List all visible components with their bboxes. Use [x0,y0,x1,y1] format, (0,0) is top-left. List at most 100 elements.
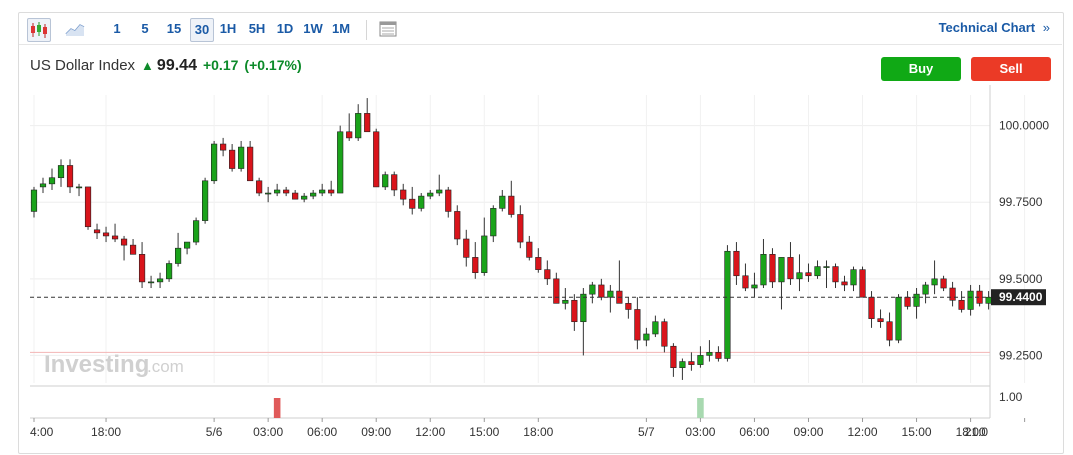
candle [814,260,821,279]
candle-body [165,263,173,280]
candle-body [30,189,38,212]
candles [30,98,992,380]
candle [796,254,803,292]
candle [328,180,335,197]
candle-body [949,287,956,301]
candle [688,352,695,371]
candlestick-icon[interactable] [27,18,51,42]
area-chart-icon[interactable] [64,18,86,40]
candle [517,205,524,249]
candle [283,186,290,197]
candle-body [66,165,74,188]
watermark: Investing .com [44,351,184,378]
candle-body [409,198,416,209]
x-tick-label: 06:00 [307,425,337,439]
candle-body [202,180,209,221]
candle-body [931,278,938,286]
candle [535,248,542,273]
candle-body [661,321,668,347]
interval-1[interactable]: 1 [113,21,121,36]
x-axis: 4:00 18:00 5/6 03:00 06:00 09:00 12:00 15:00 18:… [30,418,1026,439]
y-tick-label: 99.5000 [999,272,1043,286]
candle-body [75,186,83,189]
candle-body [724,250,731,359]
interval-5[interactable]: 5 [141,21,149,36]
interval-1h[interactable]: 1H [219,21,237,36]
candle-body [634,309,641,341]
y-tick-label: 100.0000 [999,119,1049,133]
candle [454,205,461,246]
candle [247,140,254,182]
candle-body [580,293,587,323]
candle [868,291,875,328]
interval-1w[interactable]: 1W [303,21,323,36]
candle-body [886,321,893,341]
candle-body [715,352,722,359]
candle [138,242,146,289]
candle-body [256,180,263,194]
candle-body [156,278,164,283]
candle [57,159,65,187]
technical-chart-link[interactable]: Technical Chart » [939,20,1050,35]
candle [445,186,452,218]
candle-body [48,177,56,185]
candle-body [111,235,119,240]
x-tick-label: 12:00 [415,425,445,439]
candle-body [463,238,470,258]
candle [670,343,677,377]
candle-body [292,192,299,200]
candle [391,171,398,197]
candle [724,245,731,362]
header-divider [19,44,1062,45]
candle [904,291,911,310]
candle-body [355,113,362,139]
candle-body [265,192,272,195]
candle-body [670,345,677,368]
candle [553,272,560,304]
candle [922,281,929,304]
interval-5h[interactable]: 5H [248,21,266,36]
candle-body [364,113,371,133]
candle-body [841,281,848,286]
interval-1m[interactable]: 1M [331,21,351,36]
candle [193,217,200,246]
interval-30[interactable]: 30 [190,18,214,42]
candle-body [229,149,236,169]
candle [184,241,191,255]
candle [949,281,956,307]
sell-button[interactable]: Sell [971,57,1051,81]
candle [301,193,308,203]
candle [211,140,218,184]
candle [364,98,371,133]
candle-body [328,189,335,194]
candle [93,223,101,239]
candle [544,260,551,285]
candle [886,312,893,347]
candle-body [490,208,497,237]
candle [418,193,425,212]
candle-body [129,244,137,255]
candle [490,205,497,243]
candle [751,272,758,298]
interval-15[interactable]: 15 [166,21,182,36]
candle-body [652,321,659,335]
candle [499,189,506,212]
candle [958,291,965,313]
interval-1d[interactable]: 1D [276,21,294,36]
candle [346,113,353,141]
candle [256,177,263,197]
candle-body [138,254,146,283]
candle-body [391,174,398,191]
candle-body [787,257,794,280]
candle [634,297,641,350]
buy-button[interactable]: Buy [881,57,961,81]
candle-body [373,131,380,188]
candle [571,294,578,331]
candle-body [940,278,947,289]
candle [805,263,812,282]
data-table-icon[interactable] [377,18,399,40]
candle-body [184,241,191,249]
candle-body [625,303,632,310]
sub-panel-bar [273,398,281,418]
